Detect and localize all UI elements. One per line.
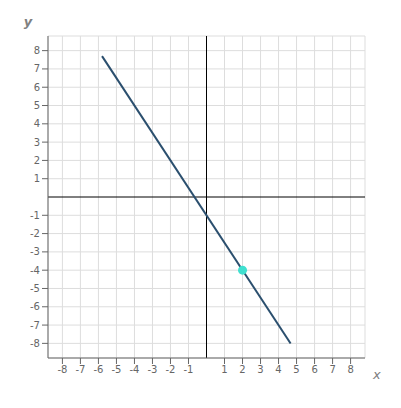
svg-text:-5: -5	[111, 364, 121, 375]
svg-text:-1: -1	[30, 210, 40, 221]
svg-text:-8: -8	[30, 338, 40, 349]
svg-text:-6: -6	[93, 364, 103, 375]
svg-text:4: 4	[34, 118, 40, 129]
svg-text:-7: -7	[30, 320, 40, 331]
svg-text:4: 4	[275, 364, 281, 375]
svg-text:-8: -8	[57, 364, 67, 375]
svg-text:7: 7	[34, 63, 40, 74]
svg-text:5: 5	[293, 364, 299, 375]
svg-text:2: 2	[239, 364, 245, 375]
svg-text:8: 8	[347, 364, 353, 375]
svg-text:-5: -5	[30, 283, 40, 294]
svg-text:6: 6	[34, 82, 40, 93]
svg-text:3: 3	[257, 364, 263, 375]
svg-text:-3: -3	[147, 364, 157, 375]
svg-text:1: 1	[34, 173, 40, 184]
svg-text:5: 5	[34, 100, 40, 111]
svg-text:8: 8	[34, 45, 40, 56]
svg-text:-3: -3	[30, 246, 40, 257]
svg-text:3: 3	[34, 137, 40, 148]
svg-text:-2: -2	[30, 228, 40, 239]
svg-text:-1: -1	[183, 364, 193, 375]
svg-text:7: 7	[329, 364, 335, 375]
svg-text:-4: -4	[30, 265, 40, 276]
svg-text:-4: -4	[129, 364, 139, 375]
svg-text:y: y	[24, 14, 33, 29]
svg-text:2: 2	[34, 155, 40, 166]
svg-text:1: 1	[221, 364, 227, 375]
svg-text:x: x	[372, 367, 381, 382]
svg-text:-6: -6	[30, 301, 40, 312]
svg-text:6: 6	[311, 364, 317, 375]
svg-text:-7: -7	[75, 364, 85, 375]
svg-text:-2: -2	[165, 364, 175, 375]
